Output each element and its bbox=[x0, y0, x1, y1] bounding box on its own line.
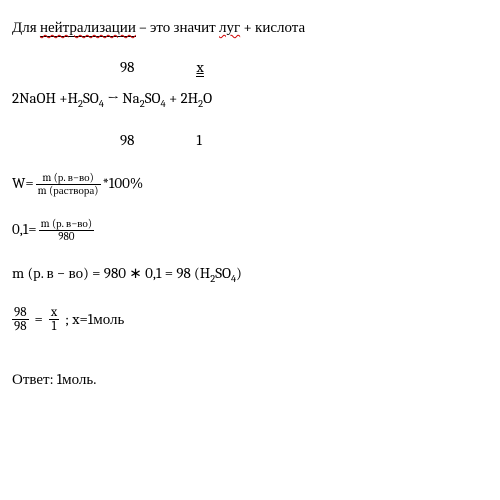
rx-4: SO bbox=[145, 89, 161, 107]
intro-line: Для нейтрализации – это значит луг + кис… bbox=[12, 18, 488, 38]
ratio-tail: ; x=1моль bbox=[65, 310, 124, 330]
intro-word1: Для bbox=[12, 18, 37, 36]
plug-den: 980 bbox=[39, 231, 95, 243]
mcalc-3: ) bbox=[236, 264, 242, 282]
plug-num: m (р. в−во) bbox=[39, 218, 95, 231]
rx-5: + 2H bbox=[166, 89, 198, 107]
mcalc-1: m (р. в − во) = 980 ∗ 0,1 = 98 (H bbox=[12, 264, 210, 282]
plug-lhs: 0,1= bbox=[12, 220, 37, 240]
molar-98: 98 bbox=[120, 131, 134, 149]
r-d1: 98 bbox=[12, 320, 29, 334]
mass-98: 98 bbox=[120, 58, 134, 76]
rx-6: O bbox=[203, 89, 212, 107]
answer-line: Ответ: 1моль. bbox=[12, 370, 488, 390]
intro-tail: + кислота bbox=[240, 18, 305, 36]
w-label: W= bbox=[12, 174, 34, 194]
molar-below: 98 1 bbox=[12, 131, 488, 151]
ratio-frac1: 98 98 bbox=[12, 306, 29, 334]
mass-x: x bbox=[196, 58, 203, 77]
intro-rest: – это значит bbox=[136, 18, 219, 36]
r-n2: x bbox=[49, 306, 59, 321]
w-num: m (р. в−во) bbox=[36, 172, 101, 185]
plug-fraction: m (р. в−во) 980 bbox=[39, 218, 95, 242]
w-den: m (раствора) bbox=[36, 185, 101, 197]
w-fraction: m (р. в−во) m (раствора) bbox=[36, 172, 101, 196]
rx-3: → Na bbox=[104, 89, 140, 107]
rx-1: 2NaOH +H bbox=[12, 89, 78, 107]
plug-formula: 0,1= m (р. в−во) 980 bbox=[12, 218, 488, 242]
intro-wavy: луг bbox=[219, 18, 240, 36]
r-d2: 1 bbox=[49, 320, 59, 334]
m-calc: m (р. в − во) = 980 ∗ 0,1 = 98 (H2SO4) bbox=[12, 264, 488, 284]
rx-2: SO bbox=[83, 89, 99, 107]
ratio-line: 98 98 = x 1 ; x=1моль bbox=[12, 306, 488, 334]
ratio-frac2: x 1 bbox=[49, 306, 59, 334]
reaction-equation: 2NaOH +H2SO4 → Na2SO4 + 2H2O bbox=[12, 89, 488, 109]
w-formula: W= m (р. в−во) m (раствора) *100% bbox=[12, 172, 488, 196]
masses-above: 98 x bbox=[12, 58, 488, 78]
r-n1: 98 bbox=[12, 306, 29, 321]
mcalc-2: SO bbox=[215, 264, 231, 282]
ratio-eq: = bbox=[35, 310, 43, 330]
intro-underlined: нейтрализации bbox=[40, 18, 136, 37]
w-tail: *100% bbox=[103, 174, 144, 194]
molar-1: 1 bbox=[196, 131, 201, 149]
